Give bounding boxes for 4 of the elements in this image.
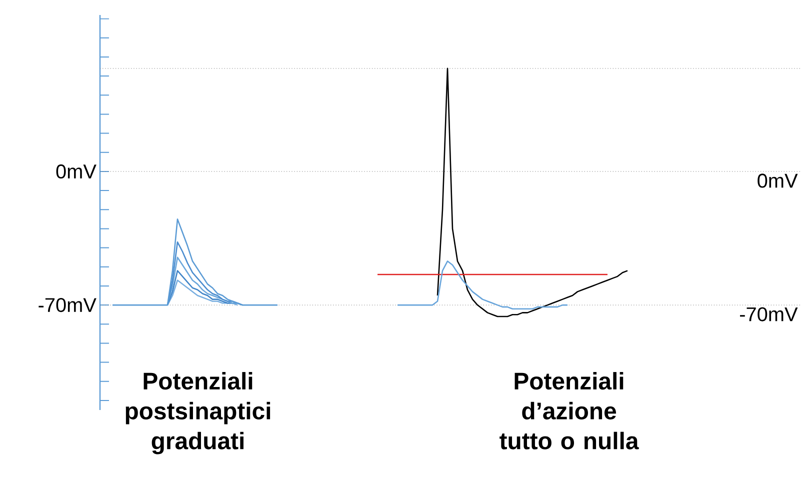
annotation: Potenziali d’azione tutto o nulla xyxy=(500,372,639,450)
annotation: Potenziali postsinaptici graduati xyxy=(126,372,270,454)
ref-line-label: -70mV xyxy=(740,307,798,322)
ref-line-label: 0mV xyxy=(758,174,798,188)
